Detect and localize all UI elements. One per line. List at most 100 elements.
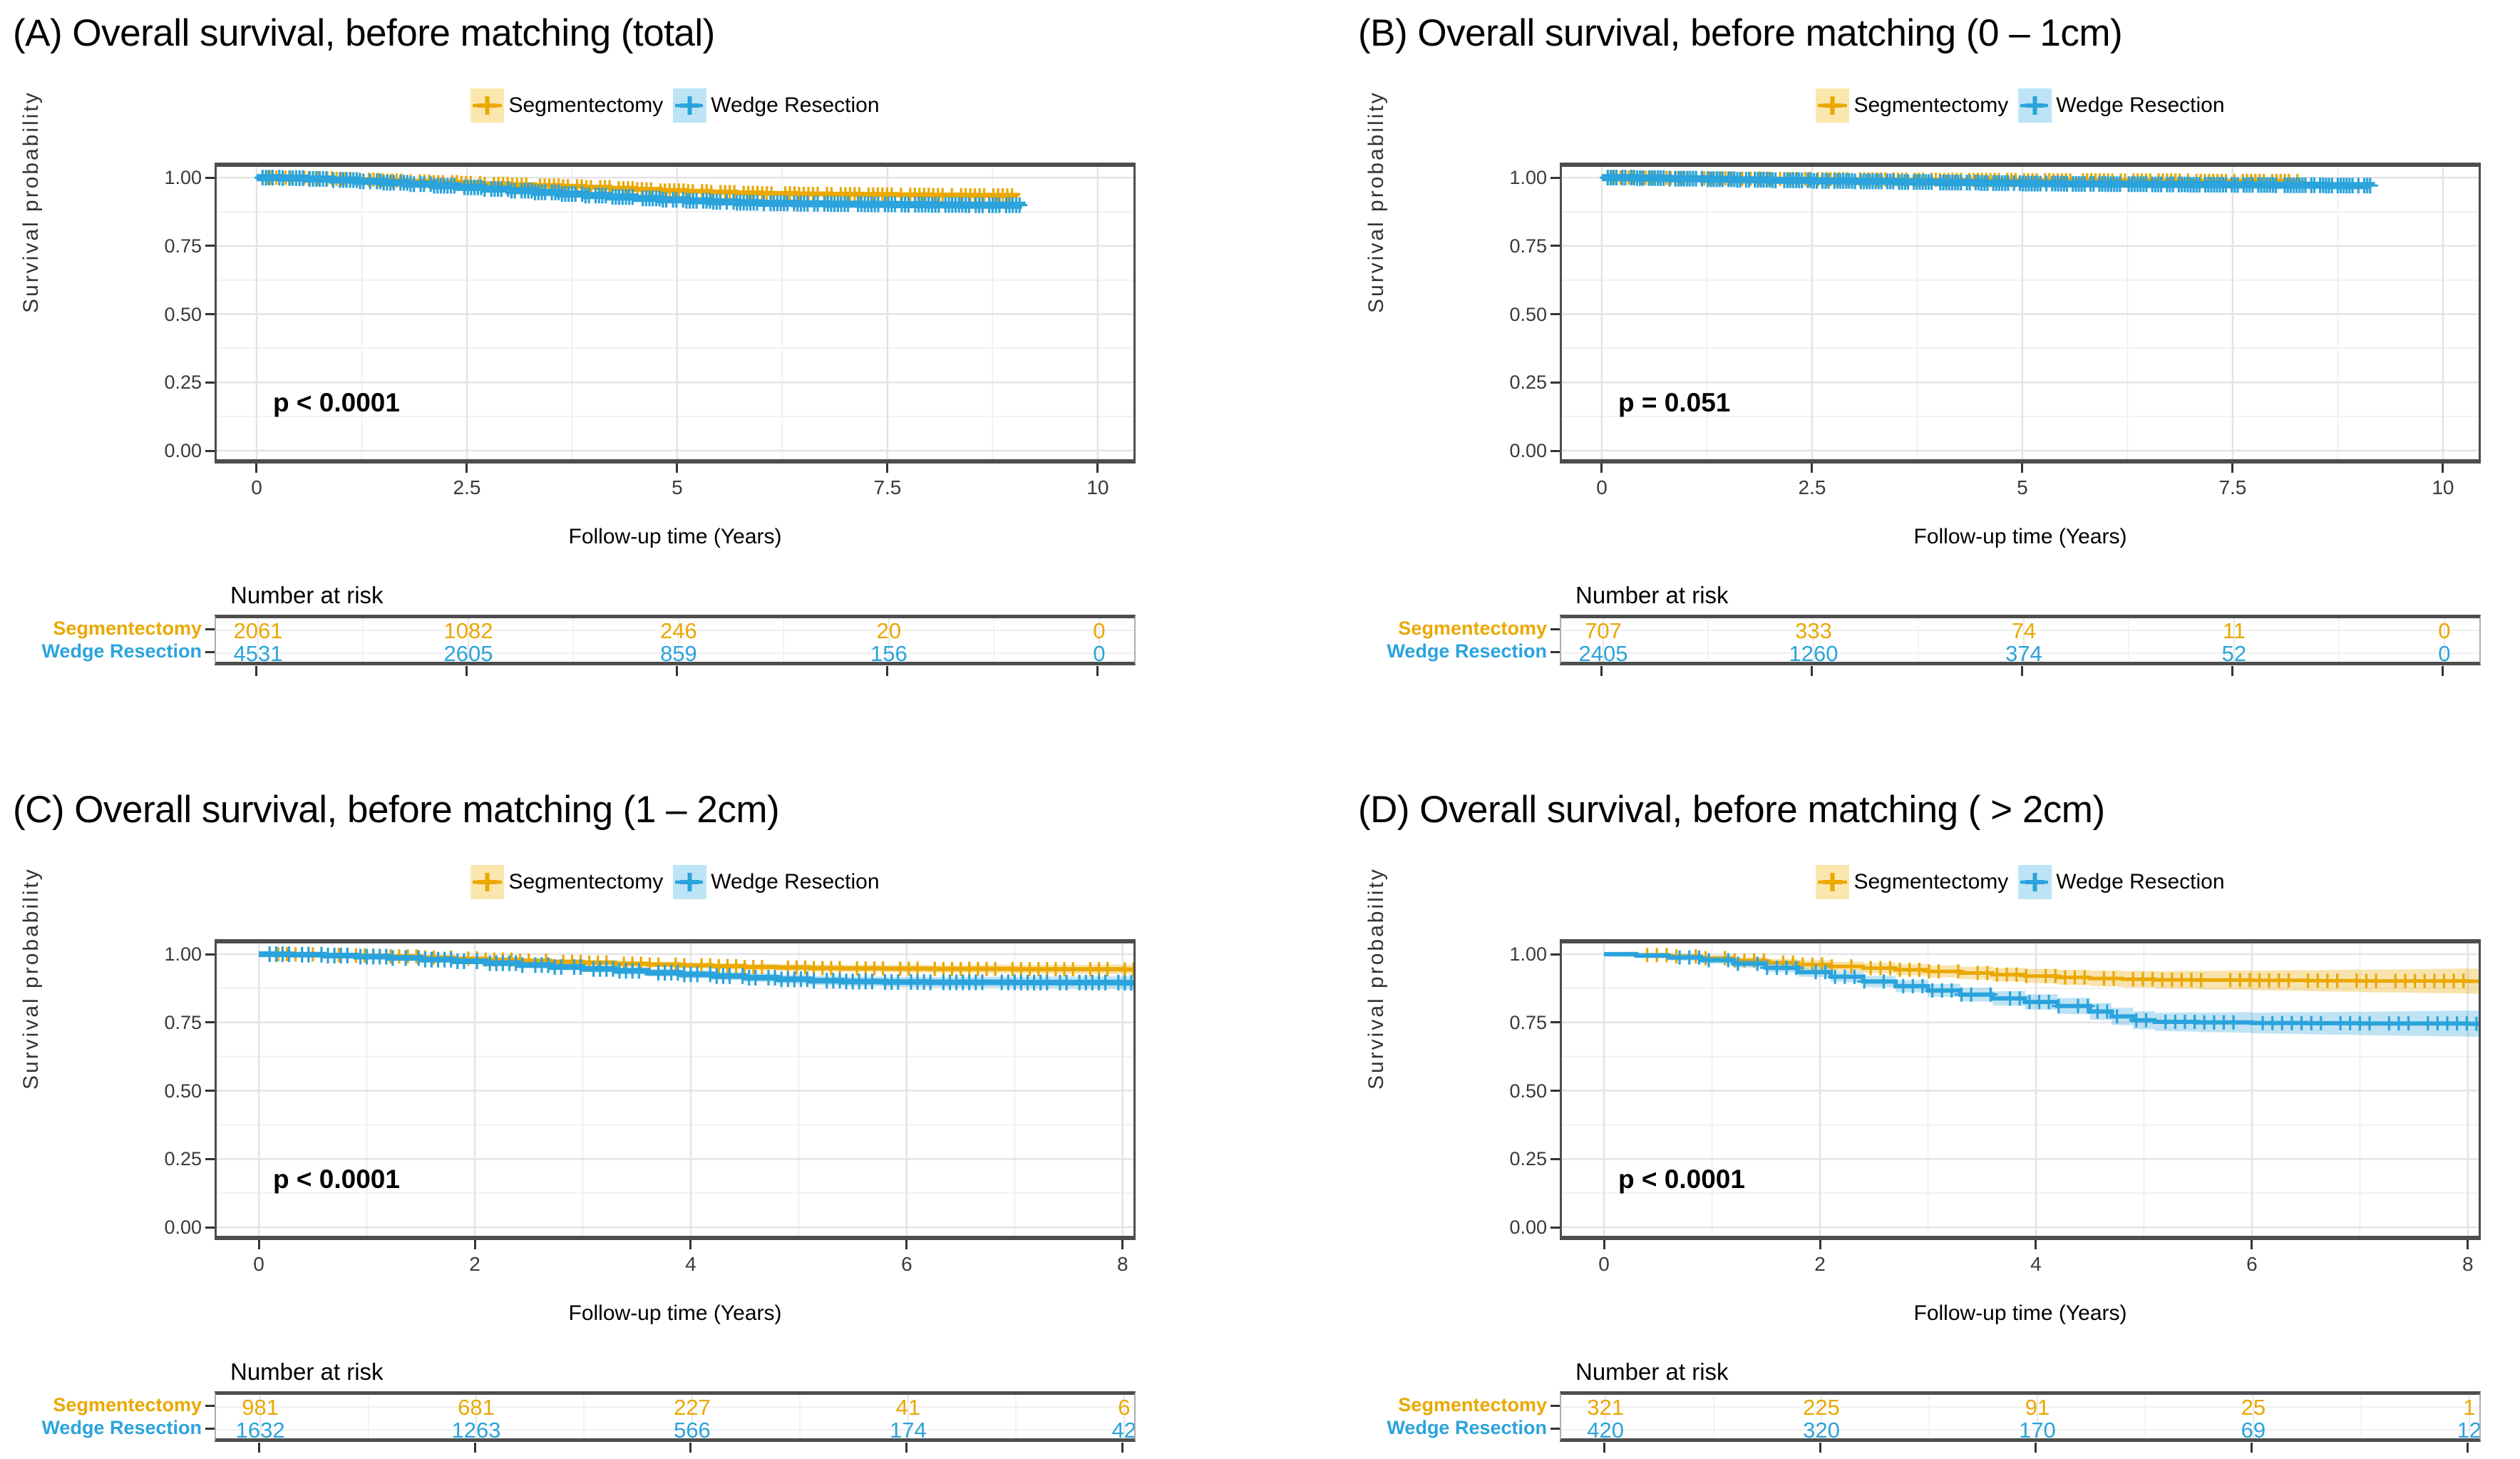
x-tick-mark [1096, 464, 1099, 473]
y-tick-label: 0.00 [1509, 1217, 1547, 1238]
panel-b-overall-survival-0-1cm: (B) Overall survival, before matching (0… [1260, 0, 2520, 730]
x-tick-label: 10 [2432, 476, 2454, 498]
km-plot [215, 939, 1136, 1240]
legend-item-wedge-resection: Wedge Resection [673, 88, 880, 123]
km-plot [1560, 163, 2481, 464]
risk-value: 707 [1585, 618, 1622, 643]
risk-gridline [993, 618, 995, 662]
risk-value: 0 [1093, 641, 1106, 665]
risk-value: 156 [870, 641, 907, 665]
segmentectomy-key-icon [470, 865, 505, 899]
km-plot [215, 163, 1136, 464]
p-value: p < 0.0001 [273, 388, 400, 417]
risk-value: 20 [876, 618, 902, 643]
risk-axis-ticks [1560, 1442, 2481, 1453]
y-tick-mark [1550, 1021, 1560, 1024]
risk-tick-mark [1811, 666, 1814, 676]
risk-tick-mark [1600, 666, 1603, 676]
risk-gridline [216, 652, 1134, 654]
y-tick-mark [205, 449, 215, 452]
risk-tick-mark [676, 666, 679, 676]
risk-gridline [2338, 618, 2340, 662]
p-value: p < 0.0001 [1618, 1164, 1745, 1194]
legend-item-wedge-resection: Wedge Resection [2018, 88, 2225, 123]
y-tick-mark [1550, 1226, 1560, 1229]
y-tick-mark [1550, 953, 1560, 956]
risk-tick-mark [689, 1443, 692, 1453]
x-tick-mark [2251, 1240, 2253, 1249]
risk-gridline [677, 618, 679, 662]
x-tick-mark [676, 464, 679, 473]
risk-tick-mark [886, 666, 889, 676]
x-tick-label: 6 [2246, 1253, 2258, 1275]
x-tick-label: 5 [2017, 476, 2028, 498]
y-tick-label: 0.00 [164, 1217, 202, 1238]
risk-value: 374 [2005, 641, 2042, 665]
x-tick-label: 4 [685, 1253, 696, 1275]
risk-value: 859 [660, 641, 697, 665]
wedge-resection-key-icon [673, 865, 707, 899]
risk-gridline [2144, 1395, 2146, 1438]
legend: Segmentectomy Wedge Resection [1560, 88, 2481, 123]
risk-tick-mark [2251, 1443, 2253, 1453]
risk-gridline [799, 1395, 801, 1438]
risk-value: 42 [1111, 1418, 1136, 1442]
risk-gridline [2360, 1395, 2362, 1438]
risk-tick-mark [257, 1443, 260, 1453]
risk-gridline [691, 1395, 693, 1438]
risk-value: 566 [674, 1418, 711, 1442]
risk-gridline [2468, 1395, 2470, 1438]
risk-gridline [1561, 1406, 2479, 1408]
y-axis-ticks: 0.00 0.25 0.50 0.75 1.00 [0, 939, 215, 1240]
risk-value: 174 [890, 1418, 927, 1442]
risk-gridline [2443, 618, 2445, 662]
y-tick-mark [205, 1021, 215, 1024]
risk-table-header: Number at risk [230, 582, 384, 608]
risk-value: 25 [2241, 1395, 2266, 1420]
risk-gridline [475, 1395, 478, 1438]
segmentectomy-key-icon [470, 88, 505, 123]
risk-gridline [216, 1429, 1134, 1430]
risk-table-header: Number at risk [1575, 582, 1729, 608]
y-tick-mark [1550, 313, 1560, 316]
risk-gridline [1605, 1395, 1607, 1438]
risk-tick-mark [1121, 1443, 1124, 1453]
x-tick-label: 0 [1598, 1253, 1610, 1275]
x-tick-label: 4 [2030, 1253, 2042, 1275]
risk-gridline [888, 618, 890, 662]
risk-gridline [367, 1395, 369, 1438]
y-axis-ticks: 0.00 0.25 0.50 0.75 1.00 [1345, 163, 1560, 464]
risk-value: 41 [895, 1395, 921, 1420]
risk-value: 981 [242, 1395, 279, 1420]
x-tick-label: 5 [672, 476, 683, 498]
x-tick-mark [689, 1240, 692, 1249]
y-tick-mark [1550, 1157, 1560, 1160]
risk-axis-ticks [215, 665, 1136, 677]
risk-row-label-segmentectomy: Segmentectomy [53, 618, 202, 639]
y-tick-label: 1.00 [1509, 943, 1547, 966]
x-tick-mark [2021, 464, 2024, 473]
risk-value: 2405 [1578, 641, 1628, 665]
risk-gridline [1707, 618, 1709, 662]
risk-value: 420 [1587, 1418, 1624, 1442]
x-axis-title: Follow-up time (Years) [568, 525, 782, 548]
risk-gridline [216, 1406, 1134, 1408]
risk-table-header: Number at risk [230, 1358, 384, 1385]
risk-row-tick [1550, 628, 1560, 630]
y-tick-label: 0.00 [1509, 440, 1547, 461]
x-tick-mark [1811, 464, 1814, 473]
risk-row-tick [205, 628, 215, 630]
risk-row-tick [205, 1428, 215, 1430]
risk-gridline [1561, 652, 2479, 654]
panel-title: (A) Overall survival, before matching (t… [13, 12, 715, 54]
y-tick-mark [1550, 176, 1560, 179]
risk-value: 6 [1118, 1395, 1131, 1420]
panel-title: (B) Overall survival, before matching (0… [1358, 12, 2123, 54]
y-tick-mark [205, 1090, 215, 1092]
risk-value: 225 [1803, 1395, 1840, 1420]
x-axis-ticks: 0 2 4 6 8 [1560, 1240, 2481, 1283]
risk-gridline [2233, 618, 2235, 662]
risk-gridline [1015, 1395, 1017, 1438]
risk-value: 12 [2457, 1418, 2481, 1442]
risk-tick-mark [905, 1443, 908, 1453]
